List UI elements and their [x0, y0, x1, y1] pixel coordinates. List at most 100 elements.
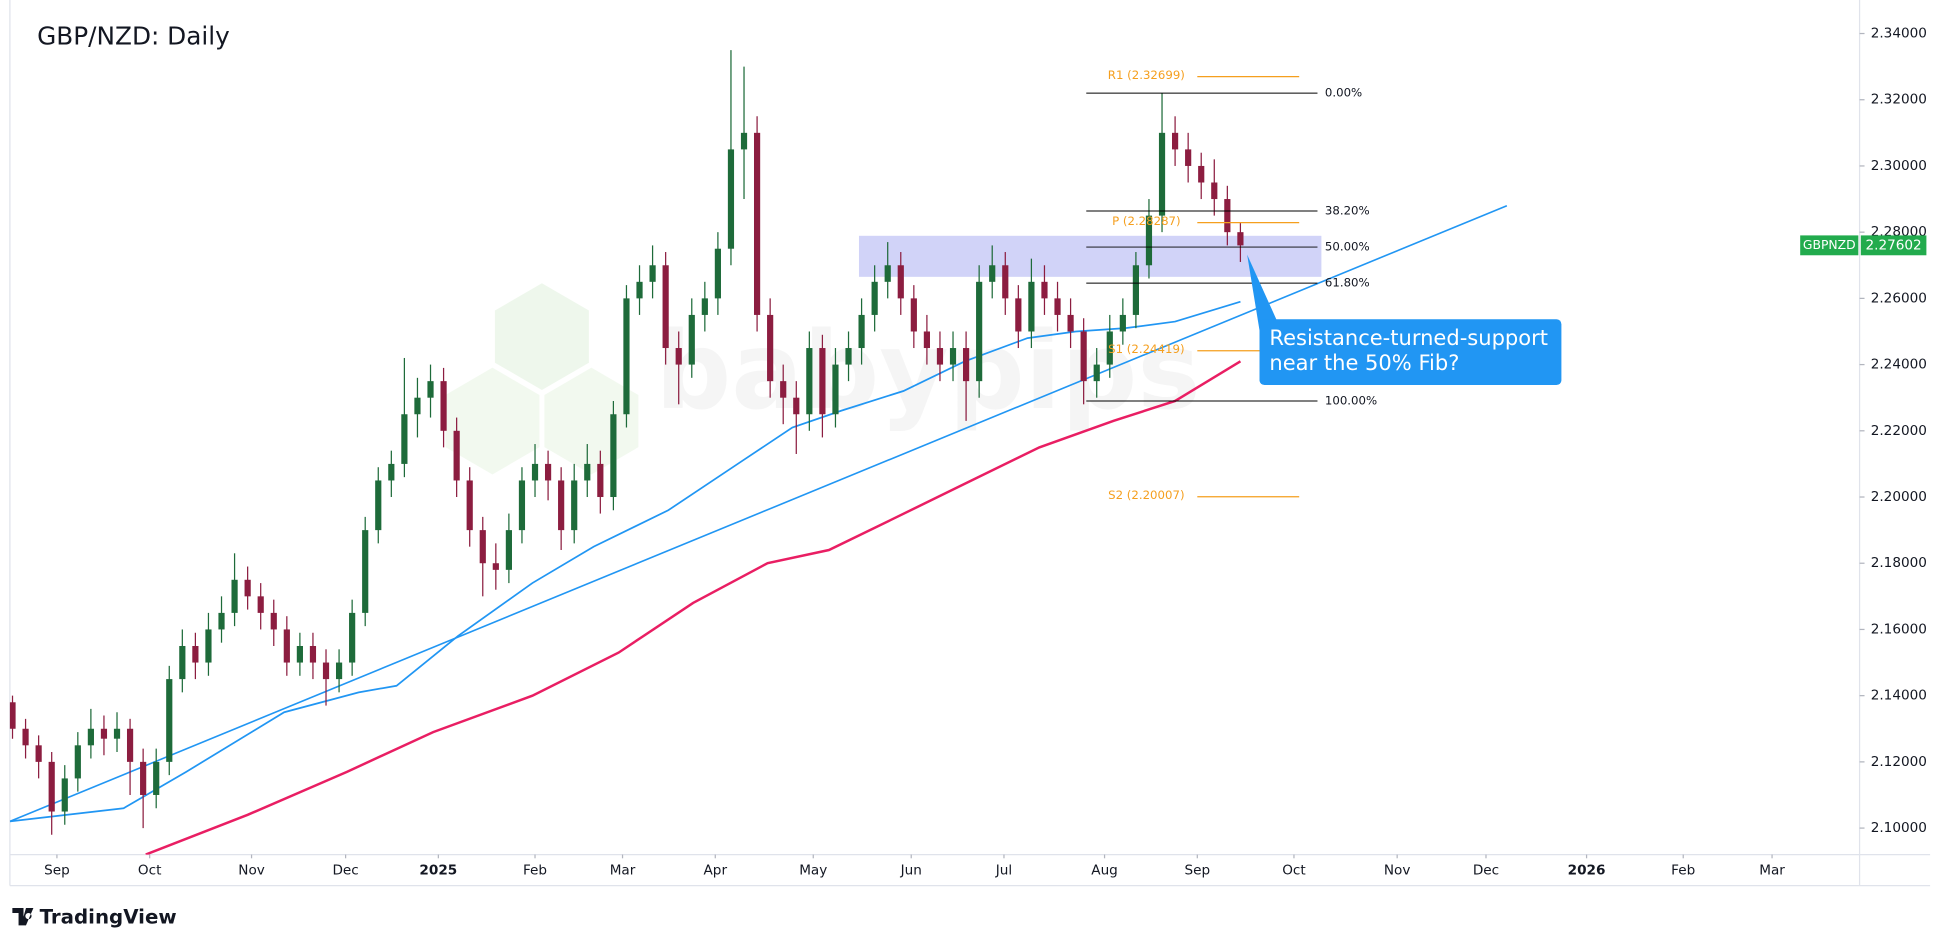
candle-body	[61, 778, 68, 812]
candle-body	[571, 480, 578, 531]
candle-body	[832, 364, 839, 415]
candle-body	[1185, 149, 1192, 166]
x-tick-label: Oct	[1282, 863, 1306, 879]
candle-body	[1028, 281, 1035, 332]
candle-body	[636, 281, 643, 299]
footer-text: TradingView	[40, 905, 177, 928]
last-price-label: 2.27602	[1865, 237, 1921, 253]
candle-body	[897, 265, 904, 299]
candle-body	[270, 612, 277, 630]
candle-body	[153, 761, 160, 795]
candle-body	[976, 281, 983, 382]
x-tick-label: Mar	[610, 863, 636, 879]
candle-body	[531, 463, 539, 481]
candle-body	[335, 662, 343, 680]
candle-body	[649, 265, 656, 282]
fib-label: 100.00%	[1325, 393, 1377, 407]
candle-body	[936, 348, 944, 365]
candle-body	[1158, 132, 1166, 216]
fib-label: 61.80%	[1325, 276, 1370, 290]
candle-body	[427, 381, 434, 398]
candle-body	[845, 348, 852, 365]
candle-body	[740, 132, 748, 150]
candle-body	[505, 530, 512, 570]
moving-average	[145, 360, 1242, 855]
callout-text: Resistance-turned-support	[1269, 325, 1548, 350]
sr-zone	[858, 235, 1322, 277]
x-tick-label: Dec	[1473, 863, 1499, 879]
candle-body	[544, 463, 552, 481]
candle-body	[1041, 281, 1048, 299]
moving-average	[9, 300, 1241, 823]
candle-body	[166, 679, 173, 762]
x-tick-label: Nov	[238, 863, 265, 879]
pivot-label: S1 (2.24419)	[1108, 342, 1184, 356]
x-tick-label: Sep	[44, 863, 70, 879]
x-tick-label: Sep	[1184, 863, 1210, 879]
candle-body	[74, 745, 81, 779]
candle-body	[1015, 298, 1022, 332]
y-tick-label: 2.20000	[1871, 489, 1927, 505]
candle-body	[192, 645, 199, 663]
candle-body	[597, 463, 604, 498]
callout-box	[1259, 319, 1562, 386]
candle-body	[1067, 314, 1074, 332]
candle-body	[1171, 132, 1179, 150]
x-tick-label: 2025	[419, 863, 457, 879]
candle-body	[806, 348, 813, 415]
candle-body	[688, 314, 695, 365]
candle-body	[1211, 182, 1218, 200]
candle-body	[231, 579, 238, 613]
candle-body	[414, 397, 421, 415]
candle-body	[349, 612, 356, 663]
watermark: babypips	[445, 283, 1201, 475]
candle-body	[558, 480, 565, 531]
last-price-box	[1860, 235, 1927, 256]
candle-body	[518, 480, 526, 531]
candle-body	[296, 645, 303, 663]
y-tick-label: 2.34000	[1871, 26, 1927, 42]
candle-body	[767, 314, 774, 382]
candle-body	[140, 761, 147, 795]
candle-body	[440, 381, 447, 431]
candle-body	[701, 298, 708, 315]
logo-icon	[12, 907, 34, 926]
candle-body	[35, 745, 42, 762]
candle-body	[923, 331, 930, 349]
candle-body	[753, 132, 761, 315]
x-tick-label: Aug	[1091, 863, 1118, 879]
y-tick-label: 2.14000	[1871, 688, 1927, 704]
callout-text: near the 50% Fib?	[1269, 350, 1459, 375]
candle-body	[100, 728, 108, 739]
y-tick-label: 2.22000	[1871, 423, 1927, 439]
candle-body	[623, 298, 630, 415]
y-tick-label: 2.16000	[1871, 621, 1927, 637]
candle-body	[401, 414, 408, 464]
candle-body	[257, 596, 264, 613]
candle-body	[309, 645, 317, 663]
last-price-symbol: GBPNZD	[1803, 237, 1856, 252]
x-tick-label: 2026	[1568, 863, 1606, 879]
fib-label: 50.00%	[1325, 240, 1370, 254]
candle-body	[1119, 314, 1126, 332]
candle-body	[48, 761, 55, 812]
candle-body	[218, 612, 225, 630]
chart-title: GBP/NZD: Daily	[37, 21, 230, 50]
x-tick-label: May	[799, 863, 827, 879]
x-tick-label: Jun	[900, 863, 922, 879]
candle-body	[610, 414, 617, 498]
candle-body	[466, 480, 473, 531]
candle-body	[179, 645, 186, 680]
y-tick-label: 2.10000	[1871, 820, 1927, 836]
y-tick-label: 2.18000	[1871, 555, 1927, 571]
y-tick-label: 2.12000	[1871, 754, 1927, 770]
fib-label: 0.00%	[1325, 86, 1362, 100]
x-tick-label: Apr	[704, 863, 728, 879]
pivot-label: P (2.28287)	[1112, 214, 1181, 228]
pivot-label: S2 (2.20007)	[1108, 488, 1184, 502]
candle-body	[322, 662, 330, 680]
pivot-label: R1 (2.32699)	[1108, 68, 1185, 82]
x-tick-label: Dec	[332, 863, 358, 879]
